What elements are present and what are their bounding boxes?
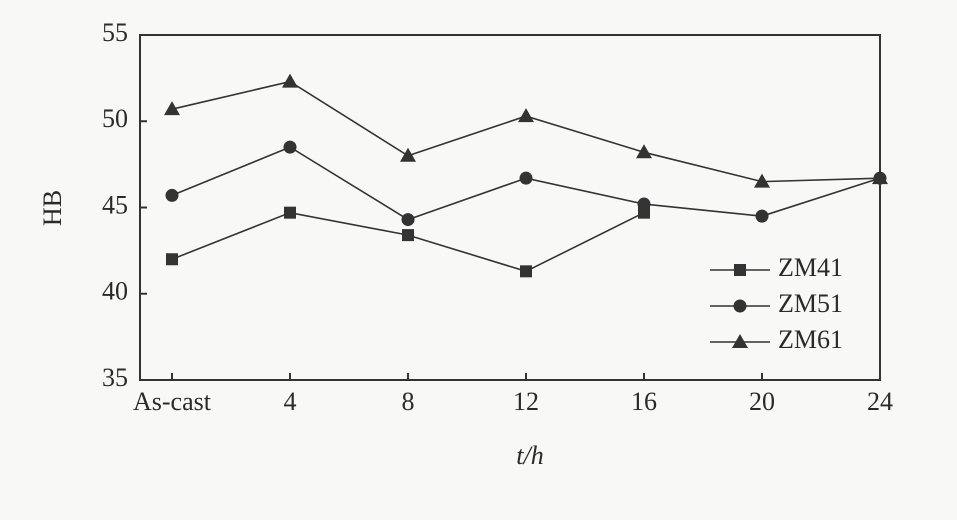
data-point — [283, 140, 297, 154]
data-point — [401, 213, 415, 227]
data-point — [402, 229, 414, 242]
x-tick-label: 12 — [513, 387, 539, 416]
data-point — [636, 144, 652, 159]
data-point — [400, 147, 416, 162]
x-tick-label: 24 — [867, 387, 893, 416]
x-tick-label: 16 — [631, 387, 657, 416]
data-point — [872, 170, 888, 185]
x-tick-label: 4 — [284, 387, 297, 416]
x-tick-label: 20 — [749, 387, 775, 416]
legend-label: ZM61 — [778, 325, 843, 354]
data-point — [520, 265, 532, 278]
legend-marker — [734, 264, 746, 276]
x-axis-label: t/h — [516, 441, 543, 470]
y-tick-label: 55 — [102, 18, 128, 47]
data-point — [637, 197, 651, 211]
data-point — [165, 188, 179, 202]
data-point — [755, 209, 769, 223]
legend-label: ZM41 — [778, 253, 843, 282]
y-tick-label: 40 — [102, 277, 128, 306]
data-point — [164, 101, 180, 116]
y-tick-label: 35 — [102, 363, 128, 392]
x-tick-label: 8 — [402, 387, 415, 416]
data-point — [282, 73, 298, 88]
y-tick-label: 50 — [102, 104, 128, 133]
legend-marker — [732, 334, 748, 348]
legend-marker — [733, 299, 747, 313]
y-tick-label: 45 — [102, 190, 128, 219]
legend-label: ZM51 — [778, 289, 843, 318]
data-point — [519, 171, 533, 185]
data-point — [284, 206, 296, 219]
y-axis-label: HB — [38, 190, 67, 226]
plot-frame — [139, 34, 881, 381]
data-point — [166, 253, 178, 266]
x-tick-label: As-cast — [133, 387, 212, 416]
data-point — [518, 108, 534, 123]
data-point — [754, 173, 770, 188]
series-line — [171, 80, 881, 183]
